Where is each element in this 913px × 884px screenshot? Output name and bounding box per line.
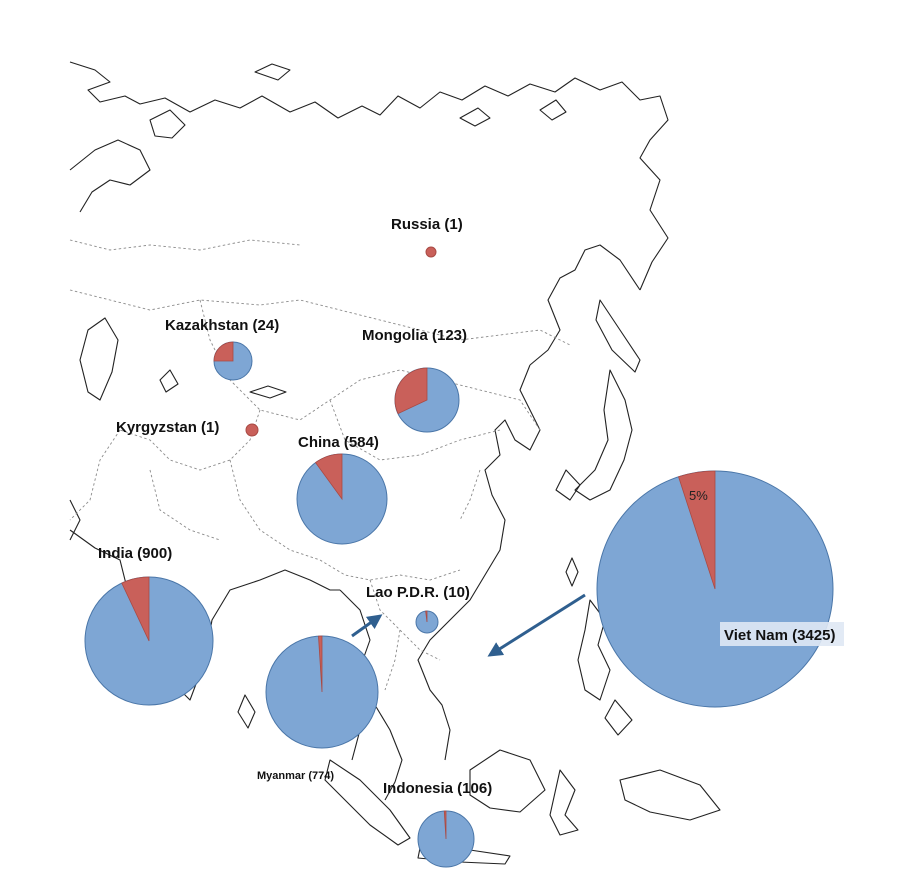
label-vietnam: Viet Nam (3425) [724,627,835,644]
pie-vietnam [596,470,834,708]
label-kyrgyzstan: Kyrgyzstan (1) [116,419,219,436]
label-india: India (900) [98,545,172,562]
pie-slice-highlight [425,246,437,258]
pie-slice-highlight [213,341,234,362]
pie-russia [425,246,437,258]
pie-slice-highlight [314,453,343,501]
label-russia: Russia (1) [391,216,463,233]
slice-label-vietnam: 5% [689,488,708,503]
pie-mongolia [394,367,460,433]
country-labels: Russia (1) Kazakhstan (24) Mongolia (123… [98,216,844,797]
arrows [351,593,586,657]
label-china: China (584) [298,434,379,451]
pie-slice-highlight [678,470,716,590]
label-indonesia: Indonesia (106) [383,780,492,797]
label-lao: Lao P.D.R. (10) [366,584,470,601]
label-mongolia: Mongolia (123) [362,327,467,344]
pie-india [84,576,214,706]
pie-indonesia [417,810,475,868]
label-myanmar: Myanmar (774) [257,770,334,782]
arrow-vietnam [487,593,586,657]
pie-slice-highlight [425,610,428,623]
pie-lao [415,610,439,634]
pie-kyrgyzstan [245,423,259,437]
pie-charts [84,246,834,868]
pie-kazakhstan [213,341,253,381]
coastlines [69,61,721,865]
label-kazakhstan: Kazakhstan (24) [165,317,279,334]
pie-slice-highlight [443,810,447,840]
pie-slice-highlight [245,423,259,437]
pie-myanmar [265,635,379,749]
label-vietnam-bg [720,622,844,646]
pie-slice-highlight [394,367,428,415]
country-borders [69,239,571,691]
pie-china [296,453,388,545]
arrow-myanmar-lao [351,614,383,638]
pie-slice-highlight [121,576,150,642]
pie-slice-highlight [318,635,323,693]
